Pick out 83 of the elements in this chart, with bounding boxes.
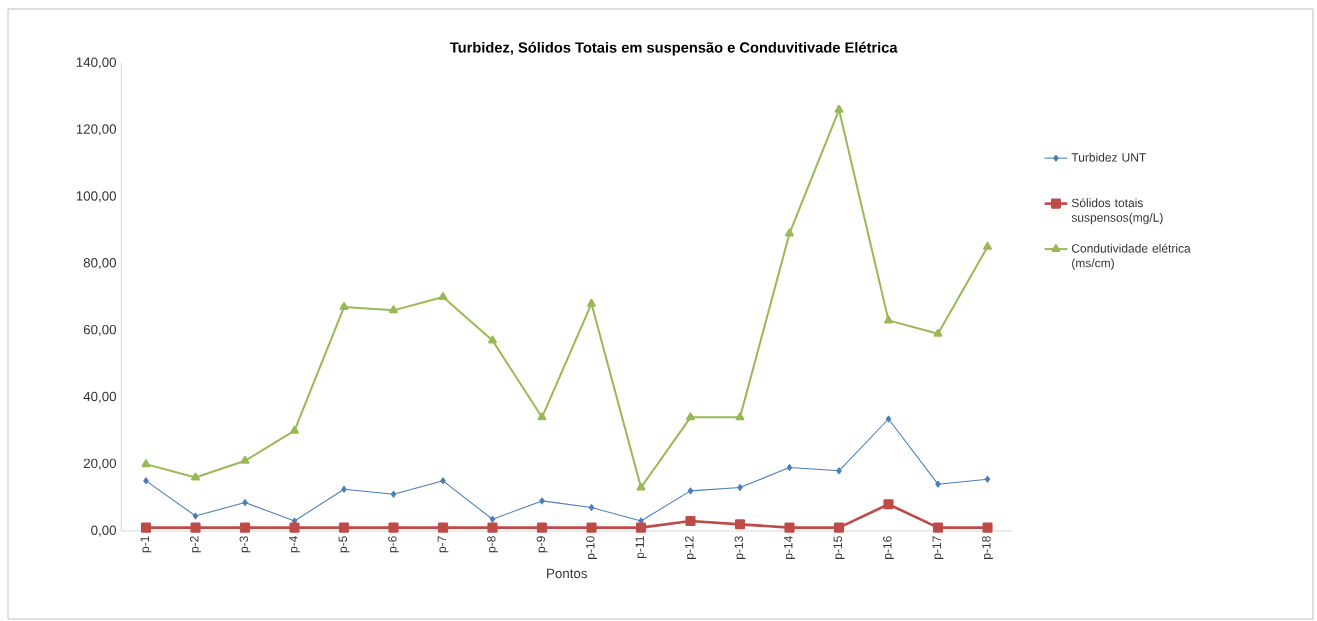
point	[982, 522, 993, 533]
y-tick-label: 100,00	[76, 191, 117, 203]
x-tick-label: p-18	[982, 536, 993, 559]
x-tick-label: p-14	[784, 536, 795, 559]
point	[190, 522, 201, 533]
point	[141, 459, 151, 468]
y-tick-label: 0,00	[91, 525, 117, 537]
point	[390, 490, 397, 498]
point	[737, 484, 743, 491]
point	[834, 104, 844, 113]
x-tick-label: p-6	[388, 536, 399, 553]
y-tick-label: 80,00	[83, 258, 117, 270]
x-tick-label: p-11	[635, 536, 647, 559]
y-tick-label: 120,00	[76, 124, 117, 136]
x-tick-label: p-3	[239, 536, 251, 553]
point	[983, 241, 992, 250]
x-tick-label: p-15	[833, 536, 845, 559]
x-tick-label: p-16	[883, 536, 894, 559]
point	[488, 335, 497, 344]
point	[586, 522, 597, 533]
x-tick-label: p-13	[734, 536, 746, 559]
y-tick-label: 20,00	[83, 458, 117, 470]
point	[885, 415, 892, 423]
point	[191, 472, 200, 481]
point	[438, 291, 448, 300]
point	[687, 487, 694, 495]
point	[240, 455, 250, 464]
point	[489, 515, 496, 523]
point	[784, 522, 795, 533]
point	[587, 298, 596, 307]
x-tick-label: p-2	[190, 536, 201, 553]
x-axis-title: Pontos	[547, 568, 588, 579]
legend-label: Condutividade elétrica (ms/cm)	[1071, 243, 1191, 270]
y-tick-label: 60,00	[83, 324, 117, 336]
point	[536, 522, 548, 533]
chart-title: Turbidez, Sólidos Totais em suspensão e Conduvitivade Elétrica	[449, 41, 898, 56]
x-tick-label: p-4	[289, 536, 300, 553]
point	[836, 467, 842, 475]
point	[686, 412, 695, 421]
point	[341, 485, 347, 493]
y-tick-label: 140,00	[76, 57, 117, 69]
x-tick-label: p-1	[140, 536, 152, 553]
x-tick-label: p-10	[586, 536, 597, 559]
point	[735, 412, 745, 421]
point	[289, 522, 300, 533]
point	[685, 515, 696, 527]
point	[883, 499, 894, 510]
point	[339, 302, 349, 311]
point	[192, 512, 199, 520]
point	[984, 475, 991, 483]
point	[932, 522, 944, 533]
point	[785, 228, 794, 237]
x-tick-label: p-8	[487, 536, 498, 553]
x-tick-label: p-12	[685, 536, 696, 559]
point	[786, 464, 793, 471]
x-tick-label: p-17	[932, 536, 944, 559]
point	[635, 522, 647, 533]
point	[440, 477, 446, 485]
point	[242, 499, 248, 507]
x-tick-label: p-5	[338, 536, 350, 553]
point	[884, 315, 893, 324]
point	[290, 425, 299, 434]
point	[239, 522, 251, 533]
point	[143, 477, 149, 485]
point	[935, 480, 941, 488]
point	[539, 497, 545, 505]
point	[833, 522, 845, 533]
x-tick-label: p-7	[437, 536, 449, 553]
point	[537, 412, 547, 421]
point	[437, 522, 449, 533]
y-tick-label: 40,00	[83, 391, 117, 403]
point	[338, 522, 350, 533]
x-tick-label: p-9	[536, 536, 548, 553]
point	[388, 522, 399, 533]
point	[588, 504, 595, 512]
point	[140, 522, 152, 533]
point	[734, 519, 746, 530]
point	[487, 522, 498, 533]
point	[933, 328, 943, 337]
point	[636, 482, 646, 491]
legend-label: Turbidez UNT	[1071, 152, 1146, 162]
point	[389, 305, 398, 314]
legend-label: Sólidos totais suspensos(mg/L)	[1071, 198, 1163, 225]
